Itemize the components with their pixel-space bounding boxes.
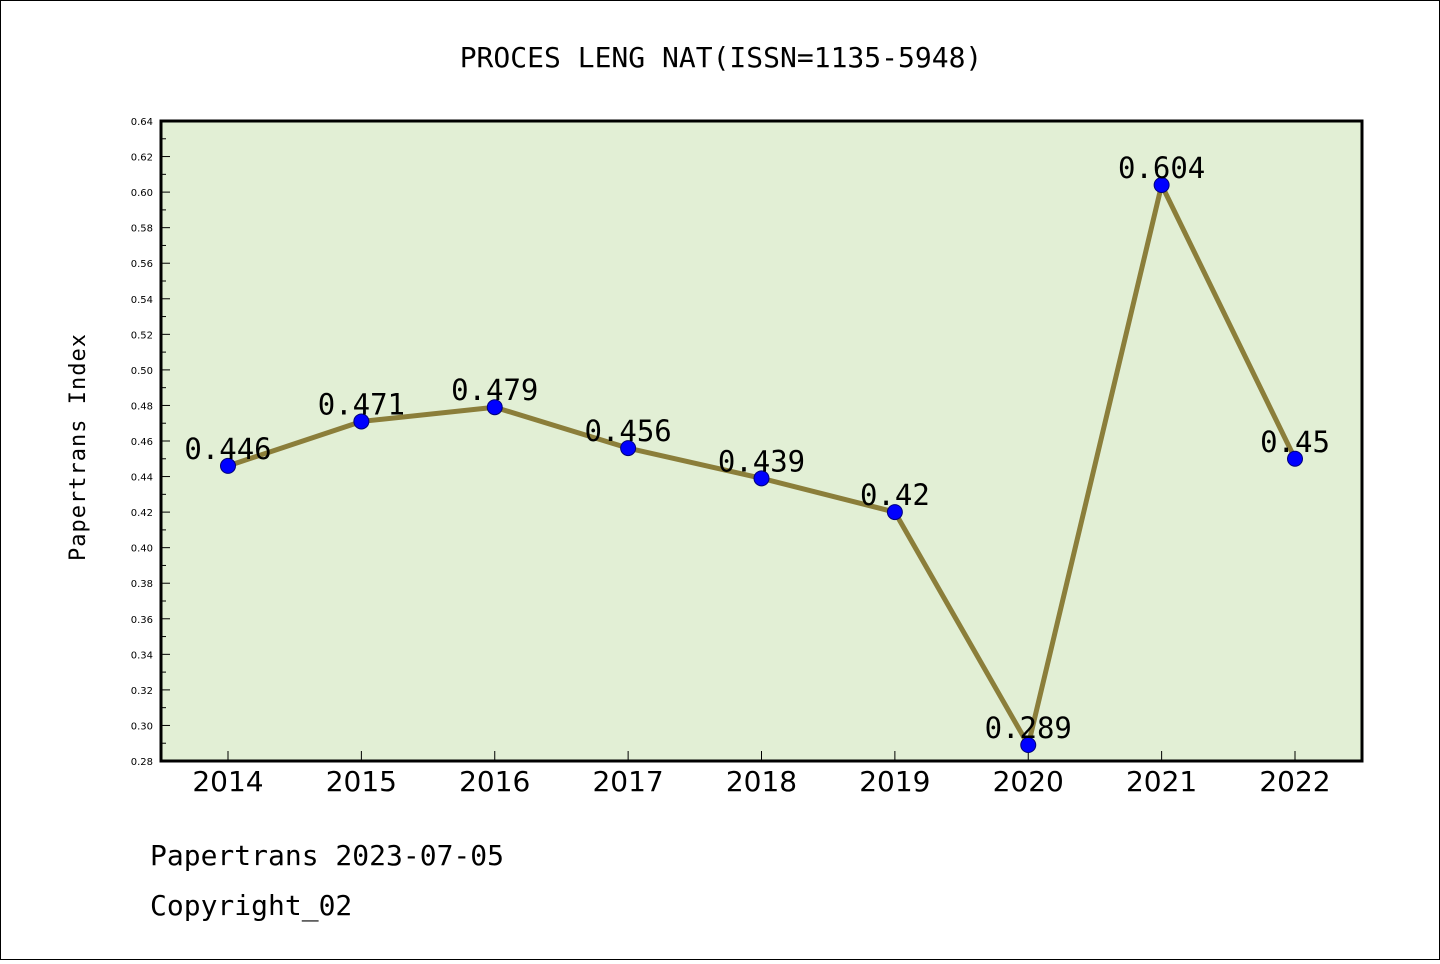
y-tick-label: 0.58	[131, 224, 153, 235]
y-tick-label: 0.44	[131, 473, 153, 484]
y-tick-label: 0.50	[131, 366, 153, 377]
y-tick-label: 0.32	[131, 686, 153, 697]
y-axis-label: Papertrans Index	[66, 333, 91, 561]
y-tick-label: 0.30	[131, 721, 153, 732]
data-point	[1020, 737, 1037, 753]
data-labels: 0.446 0.471 0.479 0.456 0.439 0.42 0.289 0.604 0…	[184, 151, 1330, 745]
data-point	[220, 457, 236, 474]
data-point	[1287, 450, 1303, 467]
y-tick-label: 0.46	[131, 437, 153, 448]
x-tick-label: 2014	[192, 765, 263, 798]
data-label: 0.289	[985, 711, 1072, 745]
data-point	[753, 470, 770, 487]
y-tick-label: 0.64	[131, 117, 153, 128]
x-tick-label: 2022	[1259, 765, 1330, 798]
x-tick-label: 2020	[993, 765, 1064, 798]
y-tick-label: 0.36	[131, 615, 153, 626]
x-tick-label: 2018	[726, 765, 797, 798]
x-tick-label: 2021	[1126, 765, 1197, 798]
data-label: 0.446	[184, 432, 271, 466]
y-tick-label: 0.52	[131, 330, 153, 341]
chart-title: PROCES LENG NAT(ISSN=1135-5948)	[460, 41, 983, 74]
y-tick-label: 0.60	[131, 188, 153, 199]
data-label: 0.42	[860, 478, 930, 512]
y-tick-label: 0.42	[131, 508, 153, 519]
x-axis: 2014 2015 2016 2017 2018 2019 2020 2021 2022	[192, 751, 1331, 798]
plot-area	[159, 119, 1364, 763]
data-point	[886, 504, 903, 521]
y-tick-label: 0.54	[131, 295, 153, 306]
data-label: 0.471	[318, 387, 405, 421]
footer-date: Papertrans 2023-07-05	[150, 839, 504, 872]
data-label: 0.604	[1118, 151, 1205, 185]
data-label: 0.45	[1260, 425, 1330, 459]
y-tick-label: 0.34	[131, 650, 153, 661]
data-point	[353, 413, 370, 430]
y-tick-label: 0.38	[131, 579, 153, 590]
x-tick-label: 2015	[326, 765, 397, 798]
x-tick-label: 2019	[859, 765, 930, 798]
y-tick-label: 0.40	[131, 544, 153, 555]
footer-copyright: Copyright_02	[150, 889, 352, 923]
data-label: 0.456	[584, 414, 671, 448]
x-tick-label: 2016	[459, 765, 530, 798]
y-tick-label: 0.62	[131, 153, 153, 164]
y-tick-label: 0.28	[131, 757, 153, 768]
y-tick-label: 0.56	[131, 259, 153, 270]
data-point	[1153, 177, 1170, 193]
data-point	[620, 440, 637, 457]
y-axis: 0.28 0.30 0.32 0.34 0.36 0.38 0.40 0.42 0.44 0.46…	[131, 117, 170, 768]
data-label: 0.439	[718, 444, 805, 478]
x-tick-label: 2017	[592, 765, 663, 798]
y-tick-label: 0.48	[131, 401, 153, 412]
data-point	[486, 399, 503, 416]
data-markers	[220, 177, 1303, 753]
data-label: 0.479	[451, 373, 538, 407]
